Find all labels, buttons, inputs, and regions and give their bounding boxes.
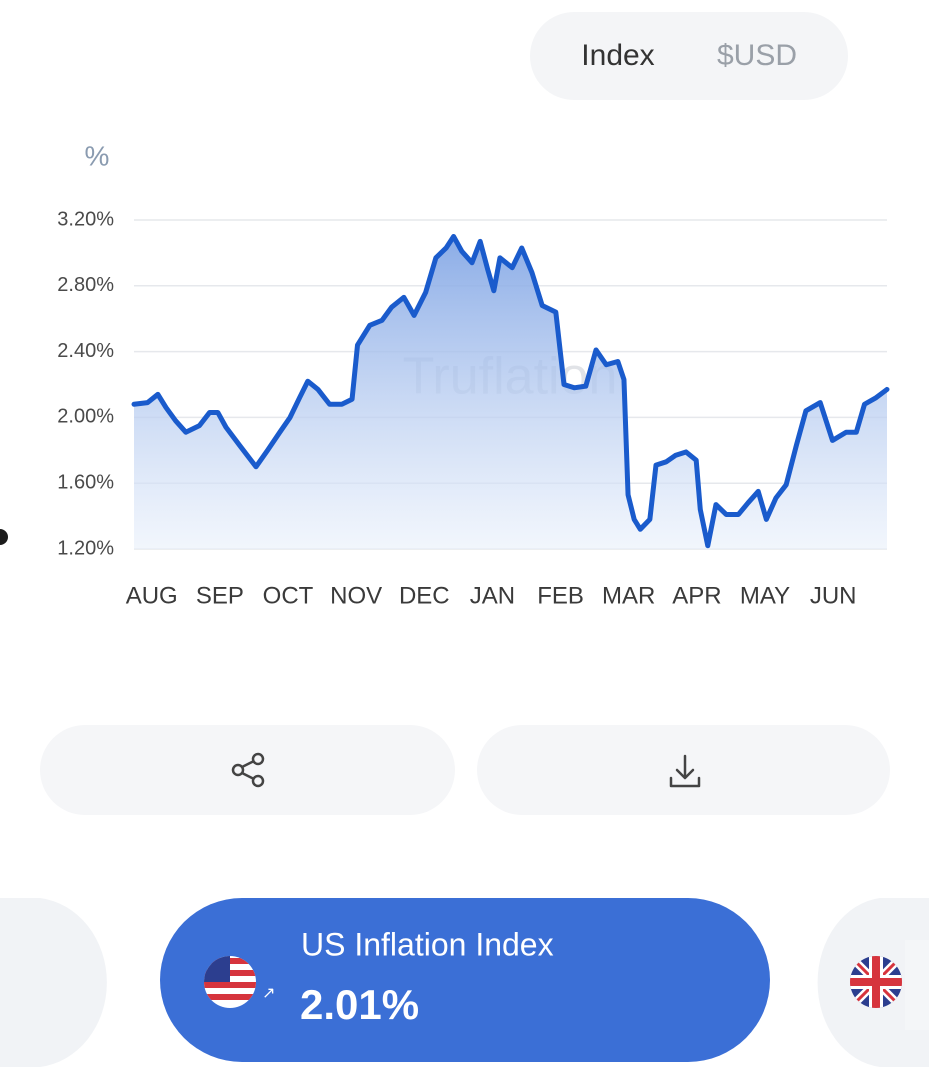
- edge-dot: [0, 529, 8, 545]
- y-tick-label: 1.60%: [57, 471, 114, 493]
- us-flag: [204, 956, 256, 1008]
- toggle-option[interactable]: $USD: [717, 39, 797, 72]
- download-button[interactable]: [477, 725, 890, 815]
- area: [134, 236, 887, 549]
- y-tick-label: 2.40%: [57, 340, 114, 362]
- y-axis-label: %: [85, 140, 110, 171]
- toggle-option[interactable]: Index: [581, 39, 654, 72]
- fade: [905, 940, 929, 1030]
- line: [131, 233, 890, 549]
- inflation-card[interactable]: [160, 898, 770, 1062]
- share-icon: [231, 752, 265, 788]
- x-tick-label: FEB: [537, 582, 584, 609]
- uk-flag: [850, 956, 902, 1008]
- card-title: US Inflation Index: [301, 926, 554, 962]
- x-tick-label: SEP: [196, 582, 244, 609]
- x-tick-label: APR: [672, 582, 721, 609]
- share-button[interactable]: [40, 725, 455, 815]
- x-tick-label: AUG: [126, 582, 178, 609]
- x-tick-label: DEC: [399, 582, 450, 609]
- y-tick-label: 2.80%: [57, 274, 114, 296]
- carousel-card-left[interactable]: [0, 898, 107, 1067]
- x-tick-label: JUN: [810, 582, 857, 609]
- trend-icon: ↗: [262, 985, 275, 1002]
- card-value: 2.01%: [300, 981, 419, 1028]
- y-tick-label: 2.00%: [57, 406, 114, 428]
- x-tick-label: MAR: [602, 582, 655, 609]
- x-tick-label: OCT: [263, 582, 314, 609]
- y-tick-label: 1.20%: [57, 537, 114, 559]
- x-tick-label: MAY: [740, 582, 790, 609]
- x-tick-label: NOV: [330, 582, 382, 609]
- y-tick-label: 3.20%: [57, 208, 114, 230]
- toggle: [530, 12, 848, 100]
- chart: % Truflation 1.20%1.60%2.00%2.40%2.80%3.…: [57, 140, 890, 609]
- download-icon: [669, 754, 701, 788]
- x-tick-label: JAN: [470, 582, 515, 609]
